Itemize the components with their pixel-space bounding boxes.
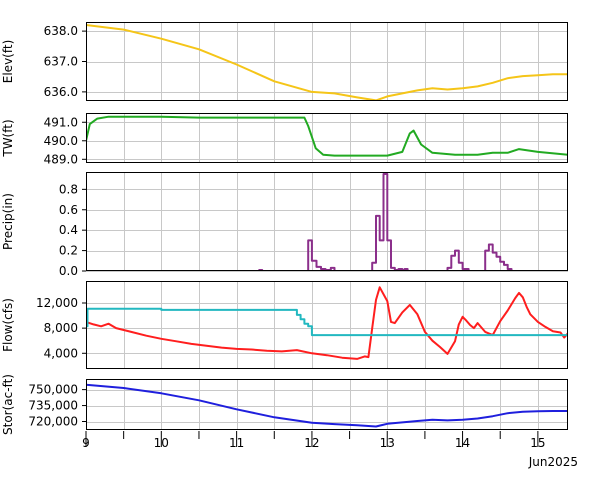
x-tick-label: 14 [455, 436, 470, 450]
y-tick-label: 0.2 [59, 244, 78, 258]
y-tick-label: 637.0 [44, 55, 78, 69]
y-tick-label: 636.0 [44, 85, 78, 99]
y-axis-label: TW(ft) [1, 119, 15, 157]
y-tick-label: 735,000 [28, 399, 78, 413]
series-line-0 [86, 115, 568, 157]
x-tick-label: 10 [154, 436, 169, 450]
series-group [86, 173, 568, 271]
y-axis-label: Precip(in) [1, 193, 15, 250]
x-tick-label: 15 [530, 436, 545, 450]
y-tick-label: 750,000 [28, 383, 78, 397]
panel-2: 0.0 0.2 0.4 0.6 0.8 Precip(in) [1, 172, 568, 278]
series-line-1 [86, 307, 568, 337]
x-tick-label: 13 [380, 436, 395, 450]
series-line-0 [86, 24, 568, 101]
y-tick-label: 0.6 [59, 203, 78, 217]
y-tick-label: 489.0 [44, 152, 78, 166]
y-axis-label: Elev(ft) [1, 40, 15, 83]
x-tick-label: 12 [304, 436, 319, 450]
y-tick-label: 12,000 [36, 296, 78, 310]
y-tick-label: 490.0 [44, 134, 78, 148]
y-tick-label: 0.4 [59, 223, 78, 237]
y-tick-label: 638.0 [44, 24, 78, 38]
panel-frame [86, 22, 568, 101]
x-axis: 9 10 11 12 13 14 15 Jun2025 [82, 431, 578, 469]
panel-frame [86, 379, 568, 430]
y-tick-label: 4,000 [44, 346, 78, 360]
x-footer-label: Jun2025 [528, 455, 578, 469]
panel-4: 720,000 735,000 750,000 Stor(ac-ft) [1, 374, 568, 435]
series-group [86, 24, 568, 101]
y-tick-label: 720,000 [28, 415, 78, 429]
y-tick-label: 0.0 [59, 264, 78, 278]
panel-1: 489.0 490.0 491.0 TW(ft) [1, 113, 568, 166]
x-tick-label: 11 [229, 436, 244, 450]
panel-0: 636.0 637.0 638.0 Elev(ft) [1, 22, 568, 101]
y-tick-label: 491.0 [44, 115, 78, 129]
series-group [86, 115, 568, 157]
series-line-0 [86, 383, 568, 428]
series-line-0 [86, 286, 568, 360]
panel-frame [86, 281, 568, 369]
y-tick-label: 8,000 [44, 321, 78, 335]
panel-frame [86, 113, 568, 163]
y-axis-label: Flow(cfs) [1, 298, 15, 352]
series-group [86, 383, 568, 428]
y-axis-label: Stor(ac-ft) [1, 374, 15, 435]
series-line-0 [86, 173, 568, 271]
x-tick-label: 9 [82, 436, 90, 450]
panel-frame [86, 172, 568, 271]
series-group [86, 286, 568, 360]
y-tick-label: 0.8 [59, 182, 78, 196]
panel-3: 4,000 8,000 12,000 Flow(cfs) [1, 281, 568, 369]
